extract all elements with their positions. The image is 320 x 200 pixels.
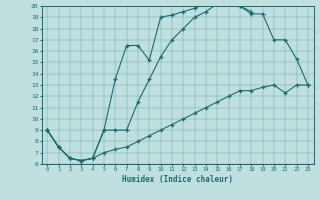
X-axis label: Humidex (Indice chaleur): Humidex (Indice chaleur)	[122, 175, 233, 184]
